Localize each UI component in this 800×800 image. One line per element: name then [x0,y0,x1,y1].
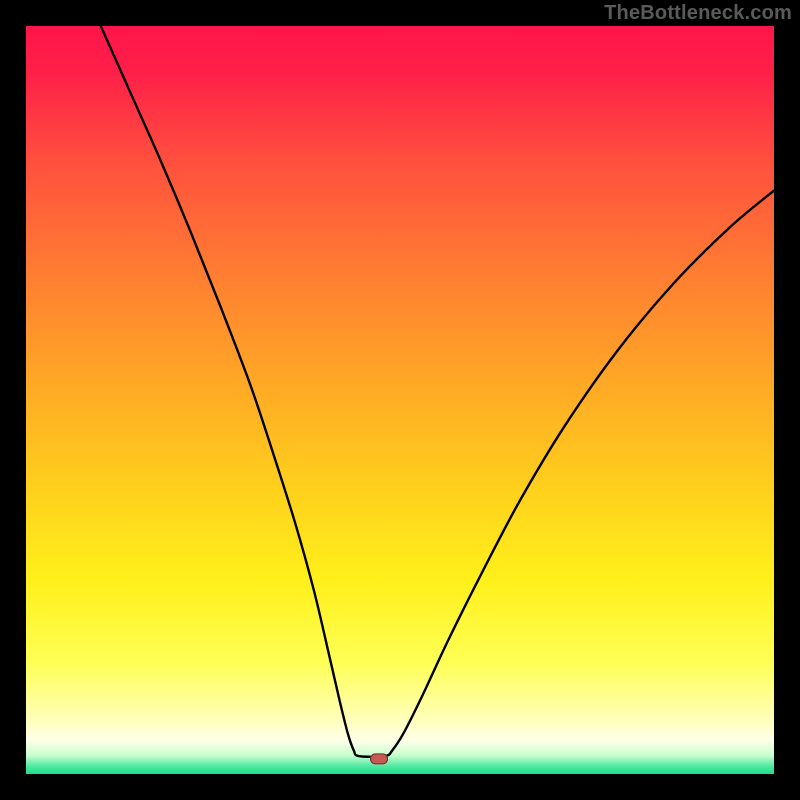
plot-area [26,26,774,774]
chart-frame: TheBottleneck.com [0,0,800,800]
bottleneck-curve [26,26,774,774]
bottleneck-marker [370,753,388,764]
watermark-text: TheBottleneck.com [604,2,792,25]
